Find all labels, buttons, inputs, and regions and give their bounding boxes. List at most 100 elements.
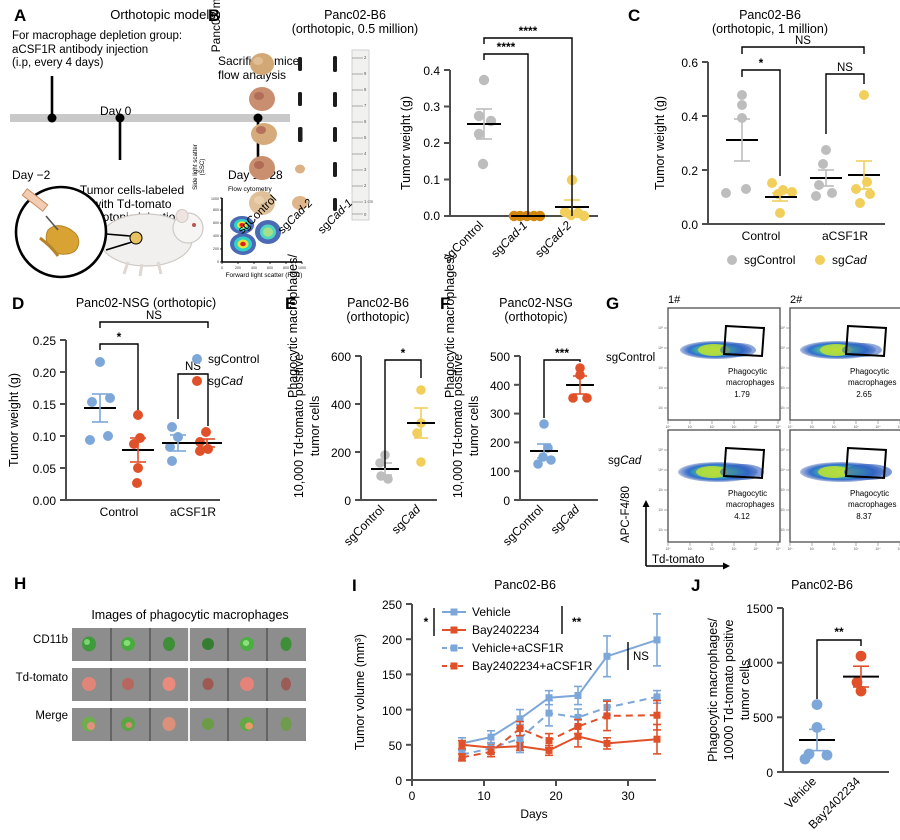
panel-j-group-bay (843, 650, 879, 697)
svg-text:10⁴: 10⁴ (658, 346, 664, 350)
svg-text:600: 600 (331, 350, 351, 364)
panel-b: B Panc02-B6 (orthotopic, 0.5 million) Pa… (206, 0, 422, 290)
ruler-icon: 2 9 8 7 6 5 4 3 2 1 cm 0 (351, 49, 374, 221)
panel-i-sig-star: * (424, 615, 429, 629)
panel-h-row-label-merge: Merge (35, 710, 68, 722)
panel-e-group-sgcad (407, 385, 435, 467)
svg-text:600: 600 (213, 221, 219, 225)
panel-b-ylabel: Tumor weight (g) (399, 96, 413, 190)
panel-h: H Images of phagocytic macrophages CD11b… (0, 572, 340, 835)
svg-text:10¹: 10¹ (780, 406, 785, 410)
svg-text:10⁴: 10⁴ (780, 346, 786, 350)
svg-text:0.1: 0.1 (423, 173, 440, 187)
svg-text:9: 9 (364, 71, 367, 76)
svg-text:600: 600 (267, 266, 273, 270)
svg-text:10⁰: 10⁰ (788, 425, 794, 429)
svg-text:100: 100 (490, 465, 510, 479)
panel-d-annotations: NS * NS (99, 310, 209, 426)
mouse-ear-icon (175, 209, 189, 223)
panel-c-label: C (628, 6, 641, 25)
panel-d-group-acsf1r-sgcad (192, 427, 222, 456)
svg-text:500: 500 (753, 711, 773, 725)
panel-j: J Panc02-B6 1500 1000 500 0 Phagocytic mac… (665, 572, 900, 835)
panel-i-legend-vehicle-acsf1r: Vehicle+aCSF1R (472, 641, 564, 655)
panel-e-ylabel-line-2: tumor cells (308, 396, 322, 456)
panel-e-title: Panc02-B6 (orthotopic) (313, 296, 443, 324)
panel-b-group-sgcontrol (467, 74, 501, 170)
panel-b-annotations: **** **** (483, 24, 573, 216)
panel-c-ns-top: NS (795, 35, 811, 47)
panel-b-tumor-photos: 2 9 8 7 6 5 4 3 2 1 cm 0 (249, 49, 374, 221)
svg-text:10¹: 10¹ (688, 547, 693, 551)
panel-c-scatter-svg: 0.6 0.4 0.2 0.0 Tumor weight (g) (653, 35, 885, 267)
panel-f-scatter-svg: 500 400 300 200 100 0 10,000 Td-tomato posit… (451, 346, 598, 548)
panel-g-col-header-2: 2# (790, 294, 803, 306)
svg-text:10⁵: 10⁵ (658, 326, 664, 330)
svg-text:0.00: 0.00 (33, 494, 57, 508)
svg-text:400: 400 (490, 379, 510, 393)
panel-g-col-header-1: 1# (668, 294, 681, 306)
svg-text:10⁵: 10⁵ (780, 326, 786, 330)
panel-b-title-line-2: (orthotopic, 0.5 million) (291, 22, 419, 36)
svg-text:10¹: 10¹ (810, 547, 815, 551)
panel-e: E Panc02-B6 (orthotopic) 600 400 200 0 10,… (285, 254, 450, 575)
svg-text:10³: 10³ (658, 366, 663, 370)
panel-d-xtick-control: Control (100, 505, 139, 519)
svg-text:10⁵: 10⁵ (898, 425, 900, 429)
svg-text:150: 150 (382, 668, 402, 682)
panel-j-scatter-svg: 1500 1000 500 0 Phagocytic macrophages/ 10… (706, 602, 889, 832)
svg-text:0.0: 0.0 (681, 218, 698, 232)
panel-j-yticks: 1500 1000 500 0 (746, 602, 773, 780)
panel-i-xlabel: Days (520, 807, 547, 821)
svg-text:10²: 10² (710, 425, 715, 429)
panel-h-image-grid (72, 628, 306, 741)
svg-text:1500: 1500 (746, 602, 773, 616)
svg-text:0.10: 0.10 (33, 430, 57, 444)
svg-text:10⁰: 10⁰ (666, 425, 672, 429)
panel-i: I Panc02-B6 250 200 150 100 50 0 0 10 20 30 Da… (340, 572, 670, 835)
panel-j-ylabel-line-1: Phagocytic macrophages/ (706, 618, 720, 762)
panel-j-xticks: Vehicle Bay2402234 (782, 774, 863, 832)
svg-text:0.2: 0.2 (681, 164, 698, 178)
panel-i-legend-vehicle: Vehicle (472, 605, 511, 619)
svg-text:10⁵: 10⁵ (776, 547, 782, 551)
gate-polygon (722, 324, 766, 358)
mouse-legs-icon (122, 261, 163, 277)
svg-text:4: 4 (364, 151, 367, 156)
svg-text:0.20: 0.20 (33, 366, 57, 380)
timeline-bar (10, 114, 290, 122)
gate-value-1: 1.79 (734, 390, 750, 399)
panel-j-xtick-vehicle: Vehicle (782, 774, 819, 811)
panel-e-ylabel-top: Phagocytic macrophages/ (286, 254, 300, 398)
panel-i-title: Panc02-B6 (494, 578, 556, 592)
gate-label-line-2: macrophages (726, 500, 774, 509)
panel-f-xtick-sgcad: sgCad (548, 502, 583, 537)
panel-d-label: D (12, 294, 25, 313)
gate-label-line-1: Phagocytic (850, 489, 889, 498)
svg-text:3: 3 (364, 167, 367, 172)
panel-c-yticks: 0.6 0.4 0.2 0.0 (681, 56, 698, 232)
panel-d-title: Panc02-NSG (orthotopic) (75, 296, 217, 310)
panel-f-label: F (440, 294, 451, 313)
panel-h-row-cd11b (72, 628, 306, 661)
panel-e-scatter-svg: 600 400 200 0 10,000 Td-tomato positive tu… (292, 346, 437, 548)
gate-label-line-1: Phagocytic (728, 367, 767, 376)
panel-g-axis-arrows (642, 500, 730, 570)
panel-a-title: Orthotopic models (110, 7, 216, 22)
svg-text:10¹: 10¹ (810, 425, 815, 429)
svg-text:30: 30 (621, 789, 635, 803)
panel-f-group-sgcad (566, 363, 594, 403)
svg-text:5: 5 (364, 135, 367, 140)
panel-i-xticks: 0 10 20 30 (409, 789, 635, 803)
panel-g-xlabel: Td-tomato (652, 554, 705, 566)
panel-d-legend: sgControl sgCad (192, 352, 259, 388)
svg-text:200: 200 (331, 446, 351, 460)
syringe-icon (21, 188, 59, 231)
svg-text:200: 200 (213, 247, 219, 251)
panel-f-sig: *** (555, 346, 569, 360)
svg-text:0: 0 (409, 789, 416, 803)
panel-b-yticks: 0.4 0.3 0.2 0.1 0.0 (423, 64, 440, 223)
panel-c-annotations: NS * NS (741, 35, 865, 176)
svg-text:6: 6 (364, 119, 367, 124)
svg-text:0.0: 0.0 (423, 209, 440, 223)
